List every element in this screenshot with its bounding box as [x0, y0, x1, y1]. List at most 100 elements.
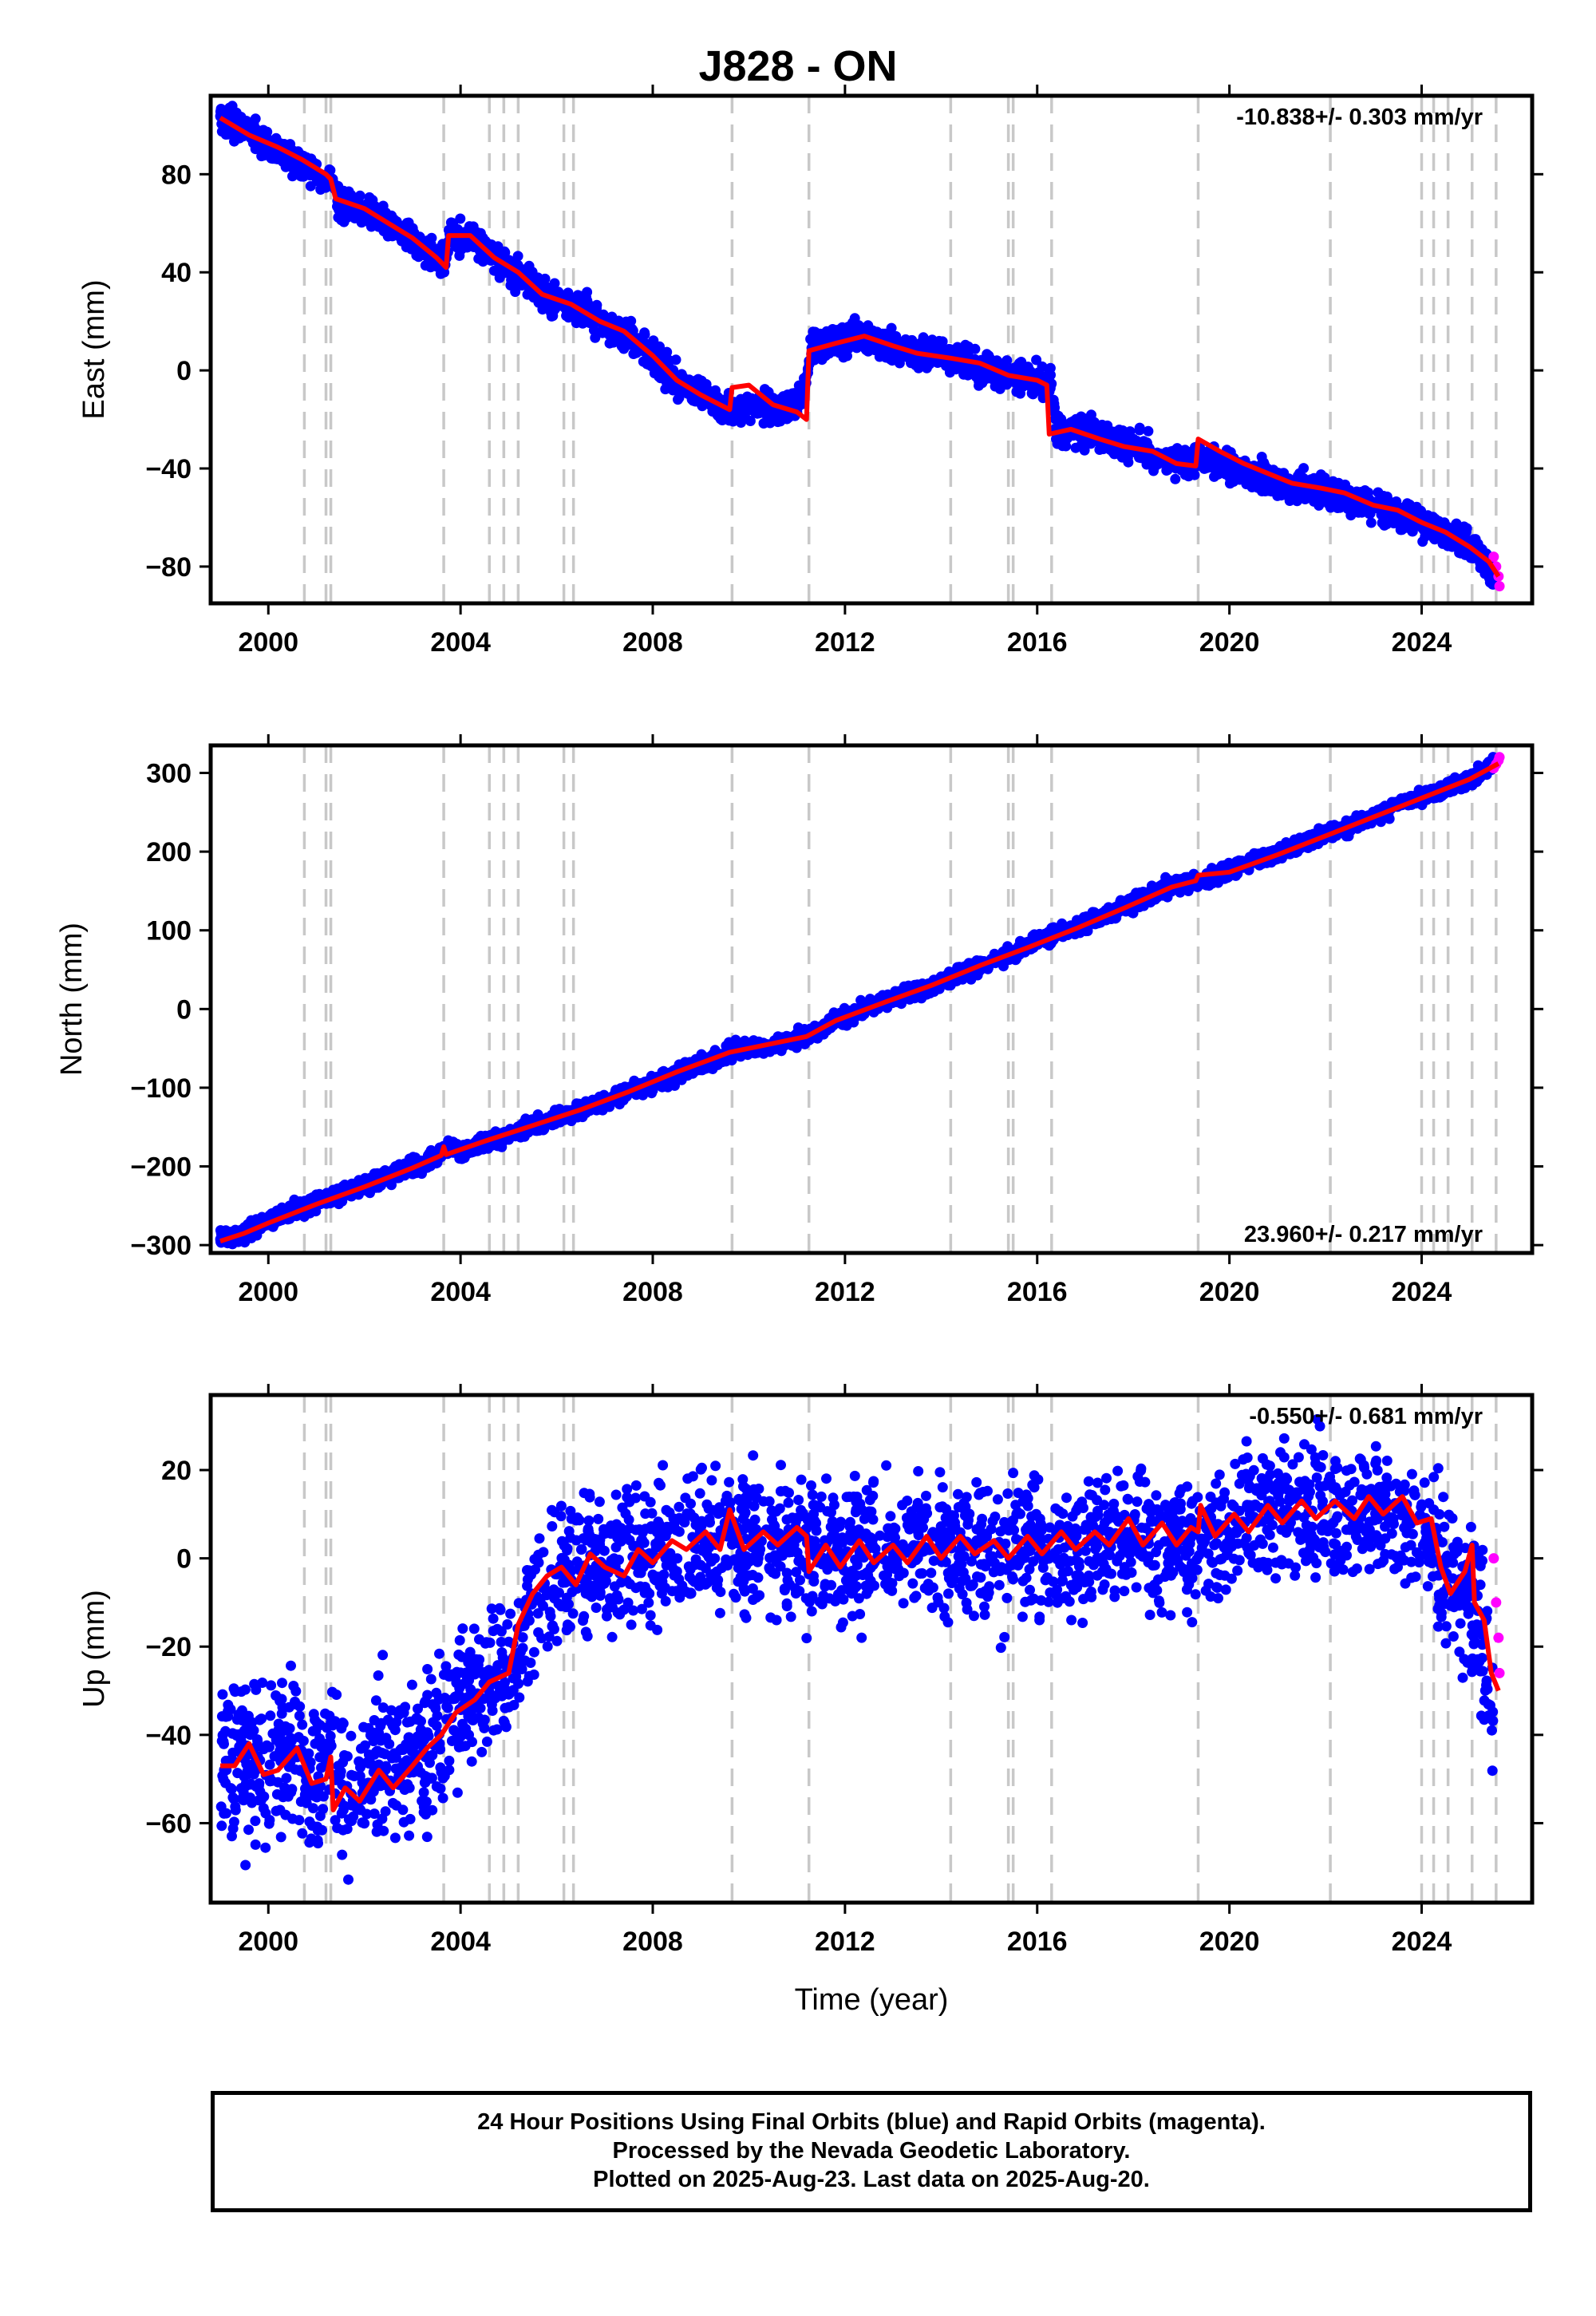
final-point — [475, 253, 486, 264]
final-point — [1028, 389, 1038, 400]
final-point — [1049, 402, 1060, 413]
x-tick-label: 2004 — [430, 627, 491, 658]
x-tick-label: 2020 — [1199, 627, 1260, 658]
final-point — [1209, 471, 1219, 482]
final-point — [355, 213, 366, 224]
final-point — [809, 354, 820, 366]
final-point — [321, 180, 332, 191]
model-line — [219, 116, 1501, 578]
final-point — [1014, 358, 1025, 369]
final-point — [1373, 487, 1384, 498]
final-point — [1102, 420, 1113, 431]
x-tick-label: 2000 — [238, 627, 298, 658]
final-point — [227, 101, 238, 112]
final-point — [523, 286, 535, 297]
final-point — [1223, 464, 1234, 476]
final-point — [1112, 427, 1124, 438]
final-point — [760, 406, 771, 417]
final-point — [1340, 479, 1351, 490]
final-point — [1276, 490, 1287, 501]
final-point — [591, 299, 602, 310]
final-point — [1321, 492, 1331, 504]
rapid-point — [1488, 551, 1499, 563]
final-point — [821, 330, 832, 342]
plot-area — [215, 96, 1505, 603]
final-point — [759, 384, 770, 395]
panel-2: 2000 2004 2008 2012 2016 2020 2024−300−200−100… — [55, 734, 1543, 1307]
y-tick-label: 80 — [161, 160, 192, 190]
final-point — [460, 239, 471, 250]
final-point — [1071, 418, 1082, 429]
final-point — [1134, 422, 1145, 433]
final-point — [954, 343, 965, 354]
final-point — [970, 343, 981, 354]
final-point — [1365, 517, 1377, 528]
final-point — [1179, 453, 1190, 464]
final-point — [216, 126, 227, 137]
final-point — [371, 219, 382, 231]
final-point — [965, 362, 976, 373]
final-point — [1045, 362, 1056, 373]
final-point — [1300, 494, 1310, 504]
final-point — [774, 410, 785, 421]
final-point — [739, 395, 750, 406]
x-tick-label: 2008 — [622, 627, 683, 658]
final-point — [733, 406, 744, 417]
final-point — [1256, 452, 1267, 462]
chart-title: J828 - ON — [698, 42, 898, 90]
final-point — [937, 336, 948, 347]
final-point — [918, 332, 929, 343]
final-point — [787, 388, 798, 399]
panel-frame — [208, 93, 1535, 606]
final-point — [1087, 424, 1098, 435]
final-point — [827, 324, 838, 334]
final-point — [1104, 445, 1116, 455]
final-point — [582, 287, 593, 298]
y-tick-label: −40 — [145, 454, 192, 484]
final-point — [670, 354, 681, 366]
final-point — [512, 251, 523, 262]
final-point — [381, 226, 393, 237]
final-point — [1297, 485, 1308, 496]
final-point — [911, 360, 922, 371]
final-point — [263, 144, 275, 156]
final-point — [1314, 500, 1325, 511]
final-point — [1479, 568, 1491, 579]
final-point — [411, 250, 422, 261]
final-point — [1285, 492, 1296, 504]
x-tick-label: 2012 — [815, 627, 875, 658]
final-point — [699, 398, 710, 409]
final-point — [1056, 413, 1067, 425]
final-point — [808, 326, 819, 338]
final-point — [260, 127, 271, 138]
final-point — [1404, 499, 1415, 510]
final-point — [1475, 558, 1486, 569]
final-point — [1360, 485, 1370, 496]
final-point — [673, 394, 683, 405]
final-point — [1328, 476, 1338, 487]
final-point — [820, 348, 830, 359]
final-point — [364, 192, 375, 203]
final-point — [974, 380, 984, 391]
final-point — [1205, 453, 1216, 464]
final-point — [1213, 460, 1224, 471]
final-point — [508, 271, 519, 283]
final-point — [639, 329, 650, 340]
final-point — [339, 213, 350, 224]
final-point — [906, 335, 917, 346]
final-point — [1015, 388, 1025, 399]
final-point — [891, 347, 902, 358]
x-tick-label: 2024 — [1392, 627, 1452, 658]
final-point — [280, 160, 291, 172]
y-axis-label: East (mm) — [77, 279, 111, 419]
final-point — [921, 362, 932, 373]
final-point — [1031, 354, 1042, 366]
final-point — [565, 292, 576, 303]
final-point — [746, 405, 757, 416]
panel-1: 2000 2004 2008 2012 2016 2020 2024−80−4004080E… — [77, 85, 1543, 658]
final-point — [598, 309, 609, 320]
final-point — [778, 391, 789, 402]
final-point — [662, 375, 673, 386]
final-point — [1080, 436, 1092, 447]
final-point — [901, 351, 912, 362]
